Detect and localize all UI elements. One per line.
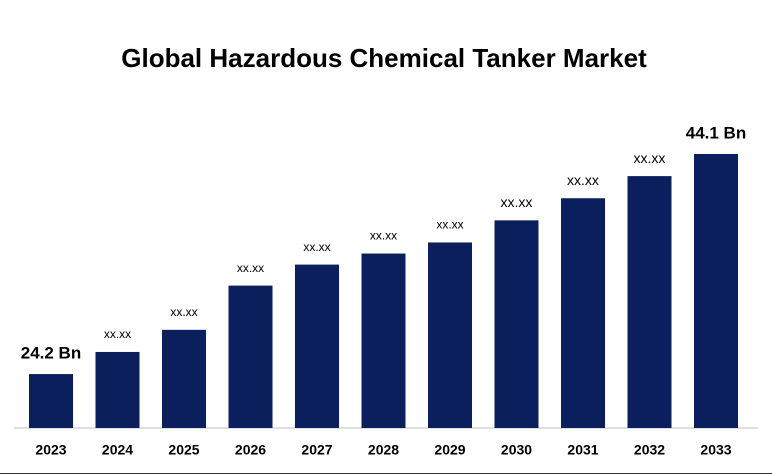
bar	[95, 351, 140, 428]
value-label: xx.xx	[237, 261, 264, 275]
x-tick-label: 2027	[301, 442, 332, 458]
value-label: xx.xx	[501, 194, 533, 210]
value-label: xx.xx	[634, 150, 666, 166]
bar	[694, 154, 738, 428]
x-tick-label: 2030	[501, 442, 532, 458]
value-label: 24.2 Bn	[21, 344, 81, 363]
value-label: 44.1 Bn	[686, 123, 746, 142]
bar	[29, 374, 73, 428]
bar	[494, 220, 539, 428]
value-label: xx.xx	[303, 240, 330, 254]
chart-title: Global Hazardous Chemical Tanker Market	[121, 43, 647, 73]
bar	[361, 253, 406, 428]
x-tick-label: 2026	[235, 442, 266, 458]
value-label: xx.xx	[104, 327, 131, 341]
bar	[228, 285, 273, 428]
x-tick-label: 2024	[102, 442, 133, 458]
x-tick-label: 2023	[35, 442, 66, 458]
value-label: xx.xx	[170, 305, 197, 319]
value-label: xx.xx	[370, 229, 397, 243]
value-label: xx.xx	[567, 172, 599, 188]
bar	[295, 264, 339, 428]
x-tick-label: 2031	[567, 442, 598, 458]
value-label: xx.xx	[436, 218, 463, 232]
x-tick-label: 2032	[634, 442, 665, 458]
x-tick-label: 2033	[700, 442, 731, 458]
bar	[162, 329, 206, 428]
bar	[561, 198, 605, 428]
bar	[627, 176, 672, 428]
x-tick-label: 2025	[168, 442, 199, 458]
x-tick-label: 2028	[368, 442, 399, 458]
bar	[428, 242, 472, 428]
x-tick-label: 2029	[434, 442, 465, 458]
